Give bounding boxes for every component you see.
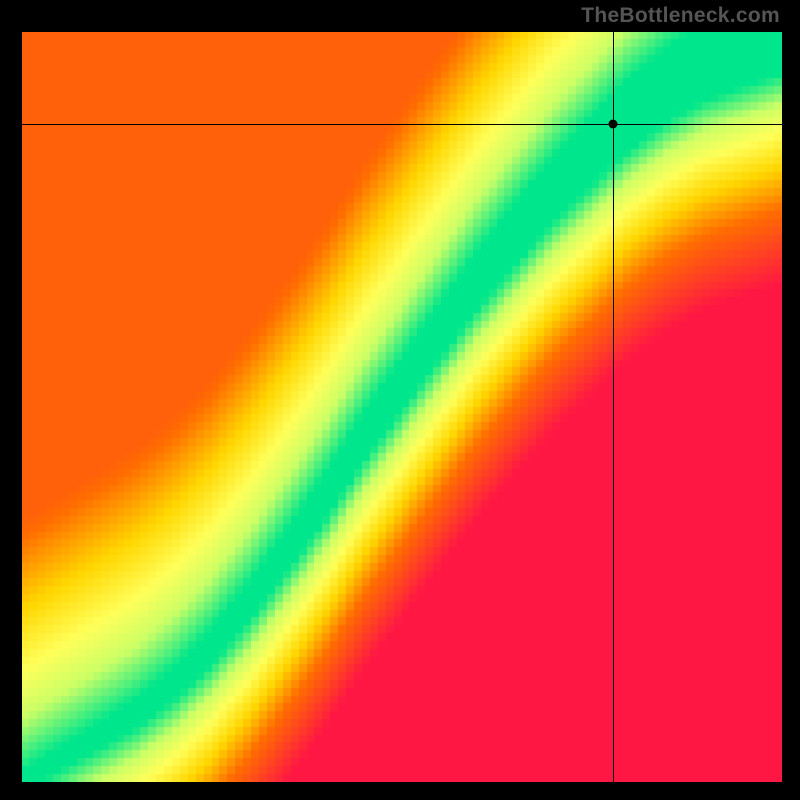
crosshair-horizontal (22, 124, 782, 125)
crosshair-vertical (613, 32, 614, 782)
crosshair-marker (609, 119, 618, 128)
heatmap-plot-area (20, 30, 784, 784)
watermark-text: TheBottleneck.com (581, 4, 780, 28)
heatmap-canvas (22, 32, 782, 782)
